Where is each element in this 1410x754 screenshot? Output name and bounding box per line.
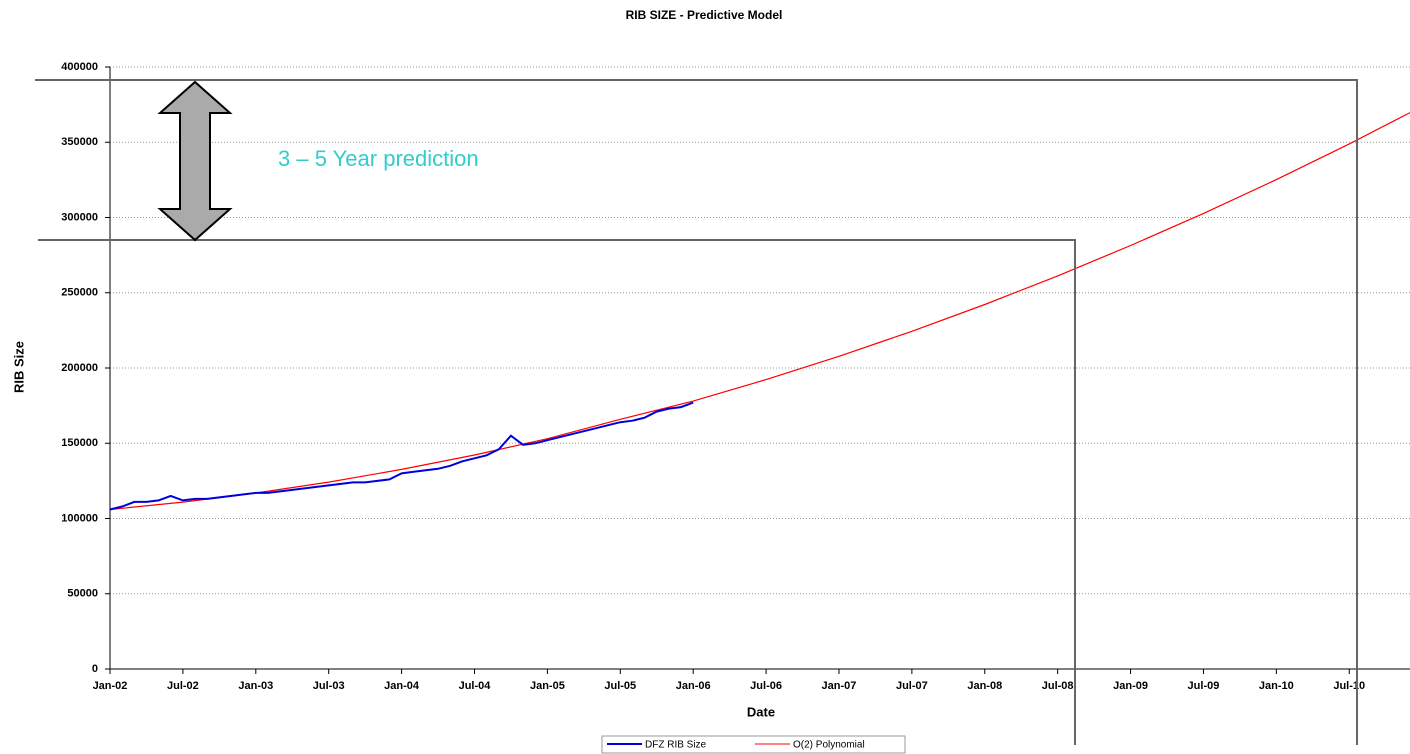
x-tick-label: Jul-04 bbox=[459, 680, 492, 692]
legend-label: O(2) Polynomial bbox=[793, 740, 865, 751]
x-tick-label: Jan-04 bbox=[384, 680, 420, 692]
x-tick-label: Jul-02 bbox=[167, 680, 199, 692]
x-tick-label: Jul-03 bbox=[313, 680, 345, 692]
series-line bbox=[109, 401, 694, 511]
x-tick-label: Jan-10 bbox=[1259, 680, 1294, 692]
y-tick-label: 350000 bbox=[61, 136, 98, 148]
x-tick-label: Jan-02 bbox=[93, 680, 128, 692]
y-tick-label: 300000 bbox=[61, 211, 98, 223]
legend-label: DFZ RIB Size bbox=[645, 740, 707, 751]
double-arrow bbox=[157, 80, 233, 242]
x-tick-label: Jul-10 bbox=[1333, 680, 1365, 692]
y-tick-label: 200000 bbox=[61, 362, 98, 374]
y-axis-label: RIB Size bbox=[11, 341, 26, 393]
x-tick-label: Jul-05 bbox=[604, 680, 636, 692]
x-tick-label: Jan-03 bbox=[238, 680, 273, 692]
annotation: 3 – 5 Year prediction bbox=[278, 146, 479, 171]
x-tick-label: Jul-08 bbox=[1042, 680, 1074, 692]
x-axis-label: Date bbox=[747, 704, 775, 719]
chart-title: RIB SIZE - Predictive Model bbox=[626, 8, 783, 22]
legend-entries: DFZ RIB Size O(2) Polynomial bbox=[607, 740, 865, 751]
x-tick-label: Jan-07 bbox=[822, 680, 857, 692]
x-tick-label: Jul-06 bbox=[750, 680, 782, 692]
prediction-markers bbox=[35, 79, 1358, 745]
x-tick-label: Jan-06 bbox=[676, 680, 711, 692]
x-tick-label: Jan-05 bbox=[530, 680, 565, 692]
x-tick-label: Jul-07 bbox=[896, 680, 928, 692]
y-tick-label: 150000 bbox=[61, 437, 98, 449]
legend bbox=[601, 735, 906, 754]
y-tick-label: 250000 bbox=[61, 287, 98, 299]
lower-bracket bbox=[38, 239, 1076, 745]
series-line bbox=[109, 112, 1410, 511]
y-tick-label: 400000 bbox=[61, 61, 98, 73]
plot-area: 0 50000 100000 150000 200000 250000 300000 3500… bbox=[61, 61, 1410, 692]
y-tick-label: 50000 bbox=[67, 588, 98, 600]
x-tick-label: Jan-09 bbox=[1113, 680, 1148, 692]
x-tick-label: Jan-08 bbox=[967, 680, 1002, 692]
y-tick-label: 0 bbox=[92, 663, 98, 675]
upper-bracket bbox=[35, 79, 1358, 745]
x-tick-label: Jul-09 bbox=[1188, 680, 1220, 692]
y-tick-label: 100000 bbox=[61, 512, 98, 524]
